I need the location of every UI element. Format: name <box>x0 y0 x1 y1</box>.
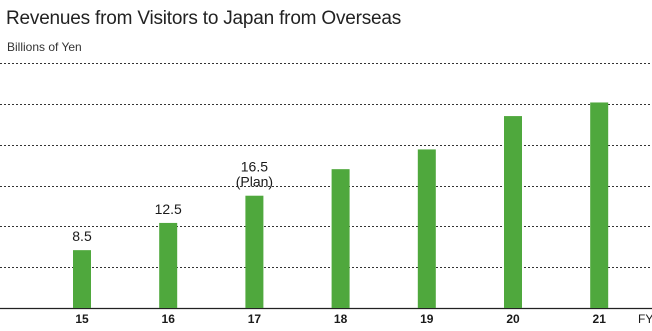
bar-fy21 <box>590 102 609 308</box>
bar-fy17 <box>245 195 264 308</box>
data-label: 16.5 <box>241 159 268 175</box>
data-label: 12.5 <box>155 201 182 217</box>
chart-title: Revenues from Visitors to Japan from Ove… <box>6 8 402 29</box>
bar-fy19 <box>417 149 436 308</box>
bar-fy18 <box>331 169 350 308</box>
x-tick-label: 15 <box>75 312 89 326</box>
data-label: (Plan) <box>236 174 273 190</box>
data-label: 8.5 <box>72 228 92 244</box>
x-tick-label: 17 <box>248 312 262 326</box>
y-axis-unit-label: Billions of Yen <box>7 40 82 54</box>
x-tick-label: 21 <box>593 312 607 326</box>
x-tick-label: 20 <box>506 312 520 326</box>
bar-fy20 <box>504 116 522 308</box>
x-tick-label: 19 <box>420 312 434 326</box>
x-axis-label: FY <box>638 312 652 326</box>
x-tick-label: 18 <box>334 312 348 326</box>
x-tick-label: 16 <box>162 312 176 326</box>
bar-fy15 <box>73 250 91 308</box>
bar-fy16 <box>159 222 178 308</box>
